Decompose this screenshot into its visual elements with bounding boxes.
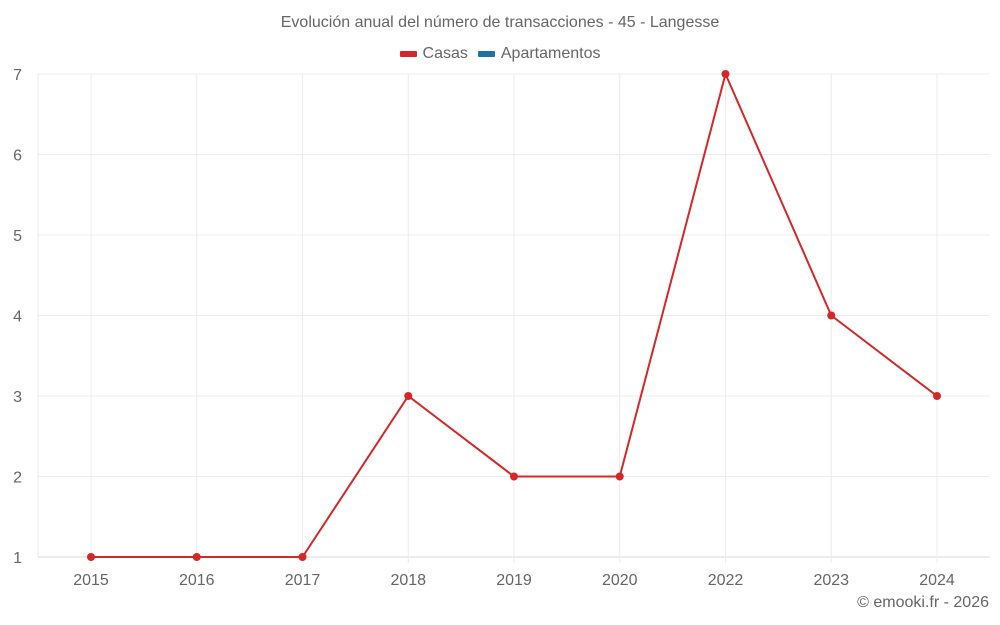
x-tick-label: 2022 [708, 572, 744, 589]
chart-legend: Casas Apartamentos [0, 45, 1000, 63]
data-point[interactable] [404, 392, 413, 400]
y-axis: 1 2 3 4 5 6 7 [13, 67, 22, 567]
y-tick-label: 4 [13, 309, 22, 326]
series-casas [87, 70, 941, 561]
data-point[interactable] [192, 553, 201, 561]
x-tick-label: 2016 [179, 572, 215, 589]
grid-lines [37, 73, 990, 563]
data-point[interactable] [827, 311, 836, 320]
y-tick-label: 3 [13, 389, 22, 406]
y-tick-label: 7 [13, 67, 22, 84]
credit-text: © emooki.fr - 2026 [857, 594, 989, 611]
legend-swatch-casas [399, 51, 417, 57]
chart-title: Evolución anual del número de transaccio… [280, 14, 720, 31]
y-tick-label: 1 [13, 550, 22, 567]
data-point[interactable] [87, 553, 95, 561]
data-point[interactable] [721, 70, 730, 78]
legend-label-apartamentos: Apartamentos [500, 45, 601, 62]
data-point[interactable] [615, 472, 624, 481]
x-tick-label: 2020 [602, 572, 638, 589]
data-point[interactable] [510, 472, 518, 481]
x-tick-label: 2018 [390, 572, 426, 589]
y-tick-label: 6 [13, 148, 22, 165]
y-tick-label: 5 [13, 228, 22, 245]
x-axis: 2015 2016 2017 2018 2019 2020 2022 2023 2024 [73, 572, 955, 589]
data-point[interactable] [933, 392, 941, 400]
x-tick-label: 2023 [813, 572, 849, 589]
x-tick-label: 2019 [496, 572, 532, 589]
legend-label-casas: Casas [422, 45, 468, 62]
x-tick-label: 2024 [919, 572, 955, 589]
legend-item-apartamentos[interactable]: Apartamentos [477, 45, 601, 63]
x-tick-label: 2015 [73, 572, 109, 589]
y-tick-label: 2 [13, 470, 22, 487]
data-point[interactable] [298, 553, 307, 561]
legend-swatch-apartamentos [477, 51, 495, 57]
legend-item-casas[interactable]: Casas [399, 45, 468, 63]
x-tick-label: 2017 [285, 572, 321, 589]
